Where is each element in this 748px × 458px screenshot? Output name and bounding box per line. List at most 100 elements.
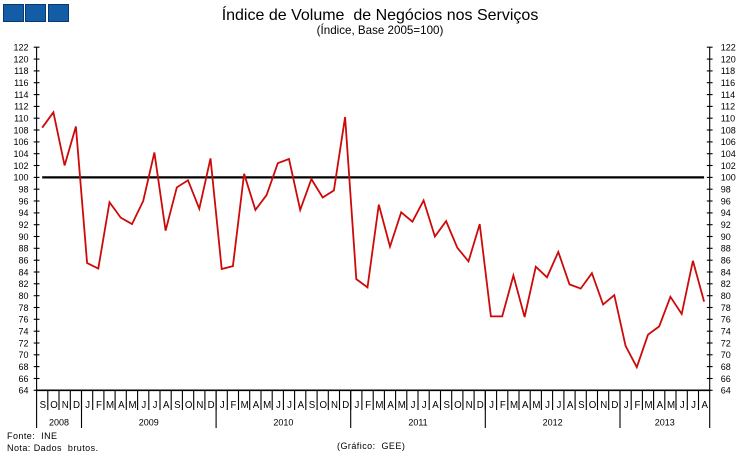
svg-text:82: 82 — [18, 279, 28, 289]
svg-text:J: J — [220, 400, 225, 411]
svg-text:J: J — [422, 400, 427, 411]
svg-text:A: A — [118, 400, 125, 411]
svg-text:O: O — [50, 400, 58, 411]
svg-text:122: 122 — [13, 43, 28, 53]
svg-text:S: S — [174, 400, 181, 411]
svg-text:104: 104 — [13, 149, 28, 159]
svg-text:M: M — [263, 400, 271, 411]
svg-text:108: 108 — [721, 125, 736, 135]
svg-text:106: 106 — [721, 137, 736, 147]
svg-text:102: 102 — [721, 161, 736, 171]
svg-text:A: A — [253, 400, 260, 411]
svg-text:2009: 2009 — [139, 418, 159, 428]
svg-text:J: J — [85, 400, 90, 411]
svg-text:70: 70 — [721, 350, 731, 360]
svg-text:M: M — [129, 400, 137, 411]
svg-text:96: 96 — [721, 196, 731, 206]
svg-text:116: 116 — [14, 78, 28, 88]
svg-text:98: 98 — [721, 185, 731, 195]
svg-text:N: N — [466, 400, 473, 411]
svg-text:J: J — [624, 400, 629, 411]
svg-text:A: A — [657, 400, 664, 411]
svg-text:120: 120 — [13, 54, 28, 64]
svg-text:80: 80 — [721, 291, 731, 301]
svg-text:94: 94 — [721, 208, 731, 218]
svg-text:A: A — [522, 400, 529, 411]
svg-text:110: 110 — [14, 114, 28, 124]
svg-text:F: F — [231, 400, 237, 411]
svg-text:J: J — [411, 400, 416, 411]
svg-text:70: 70 — [18, 350, 28, 360]
svg-text:F: F — [500, 400, 506, 411]
svg-text:2013: 2013 — [655, 418, 675, 428]
svg-text:J: J — [287, 400, 292, 411]
svg-text:M: M — [241, 400, 249, 411]
svg-text:M: M — [532, 400, 540, 411]
svg-text:M: M — [645, 400, 653, 411]
svg-text:86: 86 — [721, 256, 731, 266]
svg-text:76: 76 — [721, 315, 731, 325]
svg-text:118: 118 — [721, 66, 735, 76]
svg-text:N: N — [62, 400, 69, 411]
svg-text:J: J — [691, 400, 696, 411]
svg-text:J: J — [680, 400, 685, 411]
svg-text:76: 76 — [18, 315, 28, 325]
svg-text:78: 78 — [18, 303, 28, 313]
svg-text:2008: 2008 — [49, 418, 69, 428]
svg-text:88: 88 — [18, 244, 28, 254]
svg-text:106: 106 — [13, 137, 28, 147]
svg-text:J: J — [489, 400, 494, 411]
svg-text:J: J — [141, 400, 146, 411]
svg-text:88: 88 — [721, 244, 731, 254]
svg-text:100: 100 — [721, 173, 736, 183]
svg-text:S: S — [309, 400, 316, 411]
svg-text:N: N — [196, 400, 203, 411]
svg-text:F: F — [96, 400, 102, 411]
svg-text:90: 90 — [721, 232, 731, 242]
svg-text:118: 118 — [14, 66, 28, 76]
svg-text:120: 120 — [721, 54, 736, 64]
svg-text:M: M — [667, 400, 675, 411]
svg-text:A: A — [701, 400, 708, 411]
svg-text:104: 104 — [721, 149, 736, 159]
svg-text:66: 66 — [721, 374, 731, 384]
svg-text:86: 86 — [18, 256, 28, 266]
svg-text:96: 96 — [18, 196, 28, 206]
svg-text:F: F — [365, 400, 371, 411]
svg-text:M: M — [375, 400, 383, 411]
svg-text:O: O — [320, 400, 328, 411]
svg-text:68: 68 — [721, 362, 731, 372]
svg-text:68: 68 — [18, 362, 28, 372]
svg-text:110: 110 — [721, 114, 735, 124]
svg-text:J: J — [556, 400, 561, 411]
svg-text:72: 72 — [721, 338, 731, 348]
svg-text:74: 74 — [18, 327, 28, 337]
svg-text:N: N — [331, 400, 338, 411]
svg-text:J: J — [354, 400, 359, 411]
svg-text:82: 82 — [721, 279, 731, 289]
svg-text:J: J — [545, 400, 550, 411]
svg-text:66: 66 — [18, 374, 28, 384]
svg-text:90: 90 — [18, 232, 28, 242]
svg-text:64: 64 — [18, 386, 28, 396]
svg-text:D: D — [342, 400, 349, 411]
svg-text:92: 92 — [18, 220, 28, 230]
svg-text:100: 100 — [13, 173, 28, 183]
svg-text:D: D — [611, 400, 618, 411]
svg-text:2011: 2011 — [408, 418, 427, 428]
svg-text:M: M — [106, 400, 114, 411]
svg-text:O: O — [454, 400, 462, 411]
svg-text:2012: 2012 — [543, 418, 563, 428]
svg-text:M: M — [398, 400, 406, 411]
svg-text:O: O — [185, 400, 193, 411]
svg-text:A: A — [298, 400, 305, 411]
svg-text:122: 122 — [721, 43, 736, 53]
svg-text:94: 94 — [18, 208, 28, 218]
svg-text:108: 108 — [13, 125, 28, 135]
svg-text:112: 112 — [721, 102, 735, 112]
svg-text:78: 78 — [721, 303, 731, 313]
svg-text:72: 72 — [18, 338, 28, 348]
svg-text:A: A — [387, 400, 394, 411]
svg-text:98: 98 — [18, 185, 28, 195]
svg-text:S: S — [40, 400, 47, 411]
